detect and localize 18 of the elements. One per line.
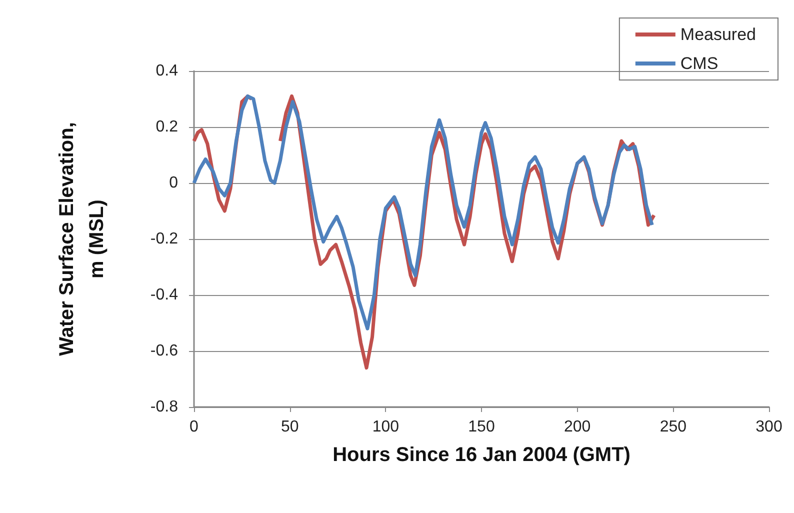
- x-tick-label: 150: [468, 418, 495, 436]
- y-tick-label: 0.4: [156, 62, 178, 80]
- x-tick-label: 250: [660, 418, 687, 436]
- y-tick-label: -0.8: [150, 398, 178, 416]
- y-tick-label: 0.2: [156, 118, 178, 136]
- y-tick-label: -0.4: [150, 286, 178, 304]
- y-tick-label: 0: [169, 174, 178, 192]
- x-tick-label: 0: [190, 418, 199, 436]
- y-axis-title: Water Surface Elevation, m (MSL): [56, 122, 108, 356]
- x-tick-label: 200: [564, 418, 591, 436]
- x-tick-label: 300: [756, 418, 782, 436]
- legend-label: CMS: [680, 54, 718, 73]
- x-tick-label: 100: [372, 418, 400, 436]
- x-tick-label: 50: [280, 418, 299, 436]
- y-tick-label: -0.6: [150, 342, 178, 360]
- legend-label: Measured: [680, 25, 756, 44]
- x-axis-title: Hours Since 16 Jan 2004 (GMT): [332, 444, 630, 466]
- y-tick-label: -0.2: [150, 230, 178, 248]
